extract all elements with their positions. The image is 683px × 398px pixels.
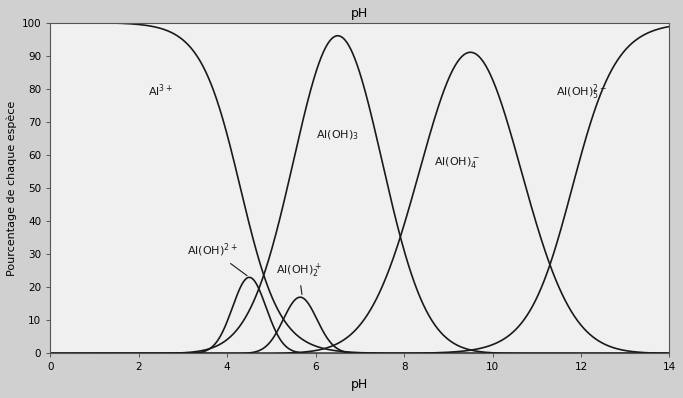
- Text: Al(OH)$_5^{2-}$: Al(OH)$_5^{2-}$: [556, 82, 607, 102]
- Y-axis label: Pourcentage de chaque espèce: Pourcentage de chaque espèce: [7, 100, 18, 275]
- Text: Al(OH)$^{2+}$: Al(OH)$^{2+}$: [187, 242, 247, 276]
- Text: Al(OH)$_4^-$: Al(OH)$_4^-$: [434, 155, 480, 170]
- Text: Al(OH)$_2^+$: Al(OH)$_2^+$: [276, 262, 322, 295]
- Title: pH: pH: [351, 7, 368, 20]
- Text: Al(OH)$_3$: Al(OH)$_3$: [316, 129, 359, 142]
- X-axis label: pH: pH: [351, 378, 368, 391]
- Text: Al$^{3+}$: Al$^{3+}$: [148, 82, 173, 99]
